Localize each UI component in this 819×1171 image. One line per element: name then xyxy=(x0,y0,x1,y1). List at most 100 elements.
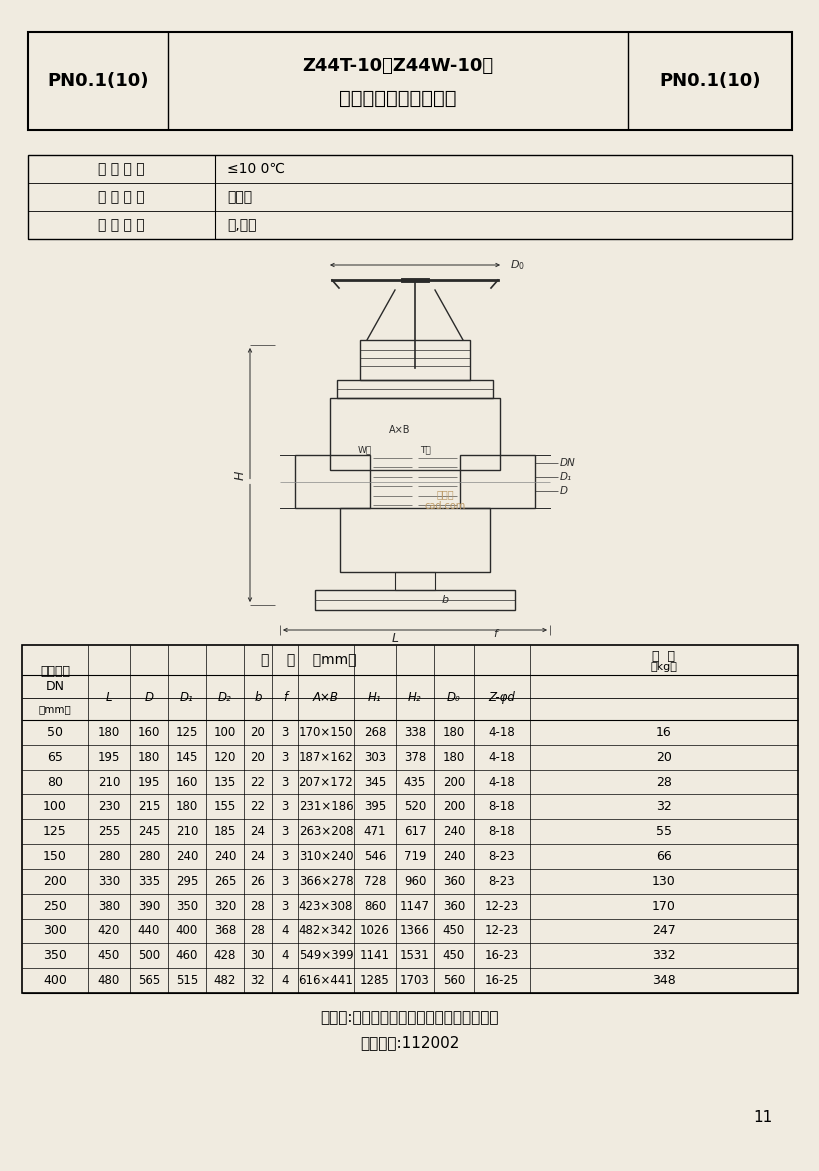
Text: 390: 390 xyxy=(138,899,160,912)
Text: DN: DN xyxy=(559,458,575,468)
Text: 50: 50 xyxy=(47,726,63,739)
Text: 960: 960 xyxy=(403,875,426,888)
Text: 616×441: 616×441 xyxy=(298,974,353,987)
Text: 320: 320 xyxy=(214,899,236,912)
Text: 860: 860 xyxy=(364,899,386,912)
Text: D₀: D₀ xyxy=(446,691,460,704)
Text: 366×278: 366×278 xyxy=(298,875,353,888)
Text: 150: 150 xyxy=(43,850,67,863)
Text: 1285: 1285 xyxy=(360,974,389,987)
Text: D₂: D₂ xyxy=(218,691,232,704)
Text: PN0.1(10): PN0.1(10) xyxy=(48,71,148,90)
Text: 125: 125 xyxy=(43,826,67,838)
Text: 280: 280 xyxy=(138,850,160,863)
Text: f: f xyxy=(283,691,287,704)
Text: 20: 20 xyxy=(251,751,265,763)
Text: 11: 11 xyxy=(753,1110,771,1125)
Text: 28: 28 xyxy=(251,924,265,938)
Text: 3: 3 xyxy=(281,800,288,814)
Text: 560: 560 xyxy=(442,974,464,987)
Text: 12-23: 12-23 xyxy=(484,899,518,912)
Text: 338: 338 xyxy=(404,726,426,739)
Text: A×B: A×B xyxy=(389,425,410,436)
Text: 360: 360 xyxy=(442,899,464,912)
Text: 240: 240 xyxy=(214,850,236,863)
Bar xyxy=(360,340,469,381)
Text: 阀 体 材 料: 阀 体 材 料 xyxy=(98,190,145,204)
Text: 450: 450 xyxy=(442,950,464,963)
Text: 200: 200 xyxy=(442,775,464,788)
Text: 28: 28 xyxy=(655,775,671,788)
Text: 80: 80 xyxy=(47,775,63,788)
Text: 180: 180 xyxy=(138,751,160,763)
Text: 制造厂:铁岭阀门厂（辽宁省铁岭市銀州区）: 制造厂:铁岭阀门厂（辽宁省铁岭市銀州区） xyxy=(320,1011,499,1026)
Bar xyxy=(459,456,534,508)
Text: 480: 480 xyxy=(97,974,120,987)
Text: 水,蔗汽: 水,蔗汽 xyxy=(227,218,256,232)
Text: 180: 180 xyxy=(175,800,198,814)
Text: 3: 3 xyxy=(281,726,288,739)
Text: 1141: 1141 xyxy=(360,950,390,963)
Text: 350: 350 xyxy=(176,899,198,912)
Text: 3: 3 xyxy=(281,899,288,912)
Text: 4-18: 4-18 xyxy=(488,775,515,788)
Text: 180: 180 xyxy=(442,726,464,739)
Text: 330: 330 xyxy=(97,875,120,888)
Text: 215: 215 xyxy=(138,800,160,814)
Text: 180: 180 xyxy=(97,726,120,739)
Text: ≤10 0℃: ≤10 0℃ xyxy=(227,162,285,176)
Text: Z44T-10，Z44W-10型: Z44T-10，Z44W-10型 xyxy=(302,57,493,75)
Text: 4: 4 xyxy=(281,974,288,987)
Text: 3: 3 xyxy=(281,826,288,838)
Text: 8-23: 8-23 xyxy=(488,875,514,888)
Text: 125: 125 xyxy=(175,726,198,739)
Text: 250: 250 xyxy=(43,899,67,912)
Text: 549×399: 549×399 xyxy=(298,950,353,963)
Text: 440: 440 xyxy=(138,924,160,938)
Text: 66: 66 xyxy=(655,850,671,863)
Text: 380: 380 xyxy=(97,899,120,912)
Text: b: b xyxy=(254,691,261,704)
Text: 368: 368 xyxy=(214,924,236,938)
Bar xyxy=(340,508,490,571)
Text: 4-18: 4-18 xyxy=(488,751,515,763)
Text: 160: 160 xyxy=(138,726,160,739)
Text: 423×308: 423×308 xyxy=(298,899,353,912)
Text: 268: 268 xyxy=(364,726,386,739)
Text: 210: 210 xyxy=(97,775,120,788)
Text: D: D xyxy=(559,486,568,497)
Text: 12-23: 12-23 xyxy=(484,924,518,938)
Text: （kg）: （kg） xyxy=(649,662,676,672)
Text: T型: T型 xyxy=(419,445,430,454)
Text: 22: 22 xyxy=(250,775,265,788)
Text: 100: 100 xyxy=(214,726,236,739)
Bar xyxy=(337,381,492,398)
Text: 435: 435 xyxy=(404,775,426,788)
Text: 灰铸铁: 灰铸铁 xyxy=(227,190,251,204)
Text: 280: 280 xyxy=(97,850,120,863)
Text: 400: 400 xyxy=(43,974,67,987)
Text: 719: 719 xyxy=(403,850,426,863)
Text: 450: 450 xyxy=(442,924,464,938)
Text: 沐风网
cad.com: 沐风网 cad.com xyxy=(424,489,465,511)
Bar xyxy=(329,398,500,470)
Text: 100: 100 xyxy=(43,800,67,814)
Text: 135: 135 xyxy=(214,775,236,788)
Text: H₂: H₂ xyxy=(408,691,421,704)
Text: 邮政编码:112002: 邮政编码:112002 xyxy=(360,1035,459,1050)
Text: 26: 26 xyxy=(250,875,265,888)
Text: D₁: D₁ xyxy=(559,472,572,482)
Text: 20: 20 xyxy=(251,726,265,739)
Text: 32: 32 xyxy=(251,974,265,987)
Text: 240: 240 xyxy=(442,850,464,863)
Text: 明杆平行式双闸板闸阀: 明杆平行式双闸板闸阀 xyxy=(339,89,456,108)
Text: 20: 20 xyxy=(655,751,671,763)
Text: A×B: A×B xyxy=(313,691,338,704)
Text: D: D xyxy=(144,691,153,704)
Text: 170: 170 xyxy=(651,899,675,912)
Text: 400: 400 xyxy=(175,924,198,938)
Text: 245: 245 xyxy=(138,826,160,838)
Text: 120: 120 xyxy=(214,751,236,763)
Text: 3: 3 xyxy=(281,775,288,788)
Text: 247: 247 xyxy=(651,924,675,938)
